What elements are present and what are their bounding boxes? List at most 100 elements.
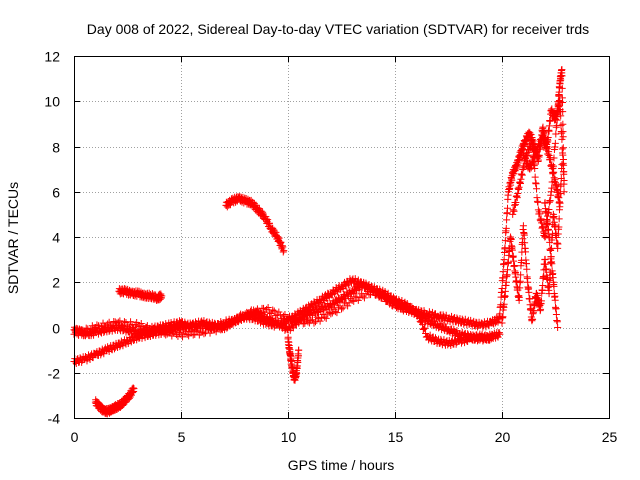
data-point <box>522 248 530 256</box>
data-point <box>519 222 527 230</box>
series-track-e <box>91 384 138 418</box>
data-point <box>186 328 194 336</box>
data-point <box>534 198 542 206</box>
data-point <box>499 268 507 276</box>
data-point <box>537 297 545 305</box>
data-point <box>555 223 563 231</box>
data-point <box>418 316 426 324</box>
data-point <box>508 246 516 254</box>
data-point <box>275 308 283 316</box>
data-point <box>380 293 388 301</box>
data-point <box>120 318 128 326</box>
data-point <box>409 307 417 315</box>
data-point <box>318 314 326 322</box>
data-point <box>501 237 509 245</box>
data-point <box>131 320 139 328</box>
data-point <box>405 306 413 314</box>
data-point <box>250 311 258 319</box>
data-point <box>221 323 229 331</box>
data-point <box>554 107 562 115</box>
data-point <box>547 246 555 254</box>
data-point <box>280 247 288 255</box>
data-point <box>453 327 461 335</box>
data-point <box>512 198 520 206</box>
data-point <box>504 204 512 212</box>
data-point <box>321 313 329 321</box>
data-point <box>415 311 423 319</box>
y-tick-label: -2 <box>48 366 61 382</box>
data-point <box>548 260 556 268</box>
data-point <box>78 326 86 334</box>
data-point <box>555 215 563 223</box>
data-point <box>260 304 268 312</box>
data-point <box>117 321 125 329</box>
y-tick-label: 10 <box>44 94 60 110</box>
y-tick-label: 2 <box>52 275 60 291</box>
data-point <box>79 329 87 337</box>
data-point <box>339 304 347 312</box>
data-point <box>537 305 545 313</box>
data-point <box>559 99 567 107</box>
data-point <box>327 310 335 318</box>
data-point <box>245 313 253 321</box>
data-point <box>223 324 231 332</box>
data-point <box>498 284 506 292</box>
data-point <box>526 295 534 303</box>
plot-frame <box>74 56 610 419</box>
series-track-f <box>222 192 288 256</box>
data-point <box>316 317 324 325</box>
data-point <box>552 310 560 318</box>
data-point <box>166 329 174 337</box>
data-point <box>203 325 211 333</box>
data-point <box>256 309 264 317</box>
data-point <box>102 324 110 332</box>
data-point <box>200 330 208 338</box>
data-point <box>486 336 494 344</box>
data-point <box>82 324 90 332</box>
grid-layer <box>74 56 609 418</box>
data-point <box>368 286 376 294</box>
data-point <box>408 303 416 311</box>
data-point <box>395 296 403 304</box>
series-track-g <box>284 333 303 384</box>
data-point <box>420 325 428 333</box>
data-point <box>496 330 504 338</box>
data-point <box>412 305 420 313</box>
data-point <box>215 322 223 330</box>
data-point <box>419 320 427 328</box>
x-tick-label: 15 <box>388 429 404 445</box>
data-point <box>295 319 303 327</box>
data-point <box>551 296 559 304</box>
data-point <box>162 331 170 339</box>
data-point <box>560 161 568 169</box>
data-point <box>558 129 566 137</box>
data-point <box>556 199 564 207</box>
data-point <box>100 350 108 358</box>
y-tick-label: 12 <box>44 49 60 65</box>
data-point <box>310 319 318 327</box>
data-point <box>558 161 566 169</box>
data-point <box>182 327 190 335</box>
data-point <box>517 271 525 279</box>
data-point <box>272 312 280 320</box>
data-point <box>502 224 510 232</box>
data-point <box>559 108 567 116</box>
data-point <box>520 231 528 239</box>
data-point <box>515 293 523 301</box>
data-point <box>546 238 554 246</box>
y-tick-labels: -4 -2 0 2 4 6 8 10 12 <box>44 49 60 427</box>
data-point <box>81 329 89 337</box>
points-layer <box>70 66 568 418</box>
data-point <box>379 291 387 299</box>
series-track-k <box>519 132 564 207</box>
data-point <box>322 314 330 322</box>
data-point <box>525 288 533 296</box>
y-tick-label: 8 <box>52 140 60 156</box>
data-point <box>198 328 206 336</box>
data-point <box>507 235 515 243</box>
data-point <box>504 258 512 266</box>
data-point <box>158 292 166 300</box>
data-point <box>130 385 138 393</box>
